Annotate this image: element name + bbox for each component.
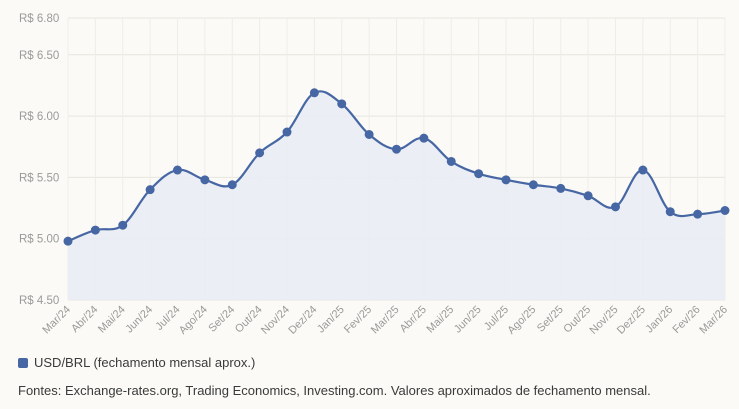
x-tick-label: Nov/25 [587,304,620,337]
data-point-Mai-24 [118,220,128,230]
data-point-Set-25 [556,183,566,193]
x-tick-label: Nov/24 [259,304,292,337]
series-area [68,91,725,300]
data-point-Jun-24 [145,185,155,195]
x-tick-label: Set/24 [206,304,237,335]
data-points-layer [63,88,730,246]
x-tick-label: Abr/25 [398,304,429,335]
y-axis-ticks: R$ 4.50 R$ 5.00 R$ 5.50 R$ 6.00 R$ 6.50 R$ 6.… [19,13,59,307]
area-fill-layer [68,91,725,300]
y-tick-label: R$ 5.50 [19,172,59,184]
x-tick-label: Mar/26 [697,304,730,337]
data-point-Fev-25 [364,129,374,139]
data-point-Mar-24 [63,236,73,246]
x-tick-label: Set/25 [535,304,566,335]
x-tick-label: Fev/26 [670,304,702,336]
data-point-Jan-26 [665,207,675,217]
x-tick-label: Abr/24 [69,304,100,335]
x-tick-label: Jan/25 [315,304,347,336]
data-point-Jun-25 [474,169,484,179]
x-tick-label: Ago/24 [177,304,210,337]
x-axis-ticks: Mar/24Abr/24Mai/24Jun/24Jul/24Ago/24Set/… [40,304,730,337]
data-point-Ago-25 [528,180,538,190]
x-tick-label: Jun/25 [452,304,484,336]
x-tick-label: Out/24 [233,304,265,336]
x-tick-label: Jun/24 [123,304,155,336]
x-tick-label: Out/25 [561,304,593,336]
data-point-Dez-24 [309,88,319,98]
sources-note: Fontes: Exchange-rates.org, Trading Econ… [18,383,651,398]
y-tick-label: R$ 4.50 [19,295,59,307]
chart-area: R$ 4.50 R$ 5.00 R$ 5.50 R$ 6.00 R$ 6.50 R$ 6.… [19,13,730,337]
line-chart: R$ 4.50 R$ 5.00 R$ 5.50 R$ 6.00 R$ 6.50 R$ 6.… [19,13,730,337]
y-tick-label: R$ 6.00 [19,111,59,123]
data-point-Abr-25 [419,133,429,143]
data-point-Mar-26 [720,205,730,215]
x-tick-label: Mai/25 [425,304,457,336]
data-point-Jul-25 [501,175,511,185]
legend-label: USD/BRL (fechamento mensal aprox.) [34,355,256,370]
data-point-Nov-25 [611,202,620,212]
y-tick-label: R$ 6.80 [19,13,59,25]
data-point-Out-25 [583,191,593,201]
data-point-Fev-26 [693,209,703,219]
x-tick-label: Ago/25 [505,304,538,337]
y-tick-label: R$ 6.50 [19,50,59,62]
y-tick-label: R$ 5.00 [19,234,59,246]
x-tick-label: Mar/25 [369,304,402,337]
data-point-Out-24 [255,148,265,158]
data-point-Nov-24 [282,127,292,137]
data-point-Dez-25 [638,165,648,175]
x-tick-label: Mar/24 [40,304,73,337]
data-point-Jul-24 [173,165,182,175]
legend-swatch [18,357,28,368]
legend: USD/BRL (fechamento mensal aprox.) [18,355,255,370]
data-point-Jan-25 [337,99,347,109]
data-point-Ago-24 [200,175,210,185]
x-tick-label: Jan/26 [644,304,676,336]
x-tick-label: Mai/24 [96,304,128,336]
data-point-Abr-24 [90,225,100,235]
data-point-Mar-25 [392,144,401,154]
x-tick-label: Fev/25 [342,304,374,336]
data-point-Mai-25 [446,156,456,166]
x-tick-label: Dez/24 [286,304,319,337]
x-tick-label: Dez/25 [615,304,648,337]
data-point-Set-24 [227,180,237,190]
